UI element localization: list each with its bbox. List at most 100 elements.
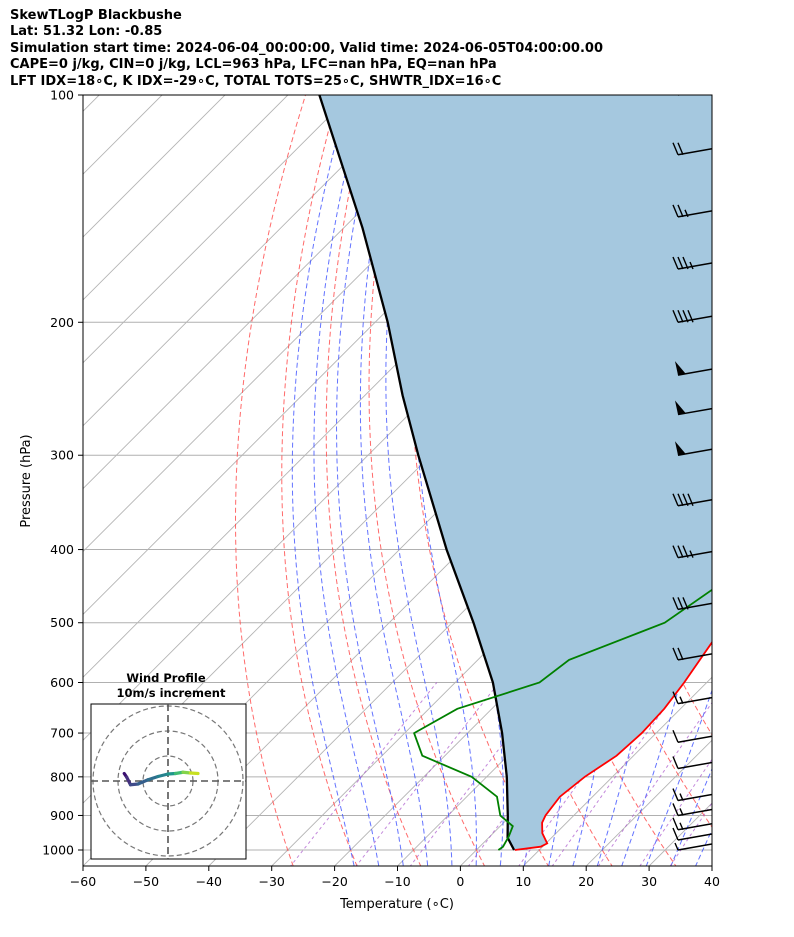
dry-adiabat xyxy=(325,95,422,866)
moist-adiabat xyxy=(738,95,794,881)
wind-barb xyxy=(672,597,712,611)
y-tick-label: 600 xyxy=(50,675,74,690)
barb-flag xyxy=(675,400,686,415)
y-axis-label: Pressure (hPa) xyxy=(19,434,34,527)
barb-half xyxy=(689,550,694,558)
x-tick-label: 20 xyxy=(578,874,594,889)
barb-full xyxy=(682,256,689,270)
moist-adiabat xyxy=(762,95,794,881)
x-tick-label: −10 xyxy=(384,874,410,889)
barb-staff xyxy=(677,822,712,831)
barb-staff xyxy=(677,210,712,218)
time-text: Simulation start time: 2024-06-04_00:00:… xyxy=(10,40,603,56)
barb-half xyxy=(679,808,684,816)
barb-staff xyxy=(677,735,712,744)
wind-barb xyxy=(675,361,712,376)
barb-half xyxy=(674,842,679,851)
wind-barb xyxy=(672,256,712,270)
barb-full xyxy=(672,142,679,156)
barb-full xyxy=(687,493,694,507)
barb-staff xyxy=(677,262,712,270)
mixing-ratio-line xyxy=(639,758,712,866)
barb-full xyxy=(682,493,689,507)
wind-profile-inset: Wind Profile 10m/s increment xyxy=(90,671,247,860)
wind-barb xyxy=(672,142,712,156)
wind-barb xyxy=(675,400,712,416)
isotherm-line xyxy=(83,95,415,427)
barb-flag xyxy=(675,441,686,456)
wind-barb xyxy=(672,827,712,841)
x-tick-label: −40 xyxy=(196,874,222,889)
wind-barb xyxy=(672,788,712,802)
mixing-ratio-line xyxy=(355,682,500,866)
barb-staff xyxy=(677,696,712,705)
isotherm-line xyxy=(83,95,352,364)
barb-full xyxy=(677,545,684,558)
barb-full xyxy=(677,204,684,218)
barb-staff xyxy=(677,499,712,507)
inset-subtitle: 10m/s increment xyxy=(117,686,226,700)
barb-half xyxy=(679,822,684,830)
wind-barbs xyxy=(672,95,712,851)
isotherm-line xyxy=(83,95,289,301)
barb-full xyxy=(682,545,689,558)
mixing-ratio-line xyxy=(409,682,551,866)
wind-barb xyxy=(677,95,683,96)
barb-full xyxy=(677,647,684,661)
barb-full xyxy=(672,256,679,270)
moist-adiabat xyxy=(335,95,404,866)
inset-title: Wind Profile xyxy=(126,671,206,685)
x-tick-label: 10 xyxy=(515,874,531,889)
isotherm-line xyxy=(760,60,794,881)
barb-full xyxy=(677,597,684,610)
wind-barb xyxy=(672,691,712,705)
y-tick-label: 1000 xyxy=(42,843,74,858)
moist-adiabat xyxy=(645,688,712,866)
barb-full xyxy=(672,493,679,507)
barb-full xyxy=(672,310,679,323)
dry-adiabat xyxy=(728,61,794,882)
barb-full xyxy=(682,310,689,323)
wind-barb xyxy=(672,756,712,770)
barb-full xyxy=(672,204,679,218)
parcel-path-line xyxy=(318,95,516,851)
cin-shading xyxy=(319,95,712,850)
moist-adiabat xyxy=(713,95,794,881)
barb-full xyxy=(677,256,684,270)
barb-staff xyxy=(677,653,712,661)
moist-adiabat xyxy=(412,95,477,866)
stability-indices-text: LFT IDX=18∘C, K IDX=-29∘C, TOTAL TOTS=25… xyxy=(10,73,502,89)
x-tick-label: 40 xyxy=(704,874,720,889)
isotherm-line xyxy=(83,95,226,238)
barb-staff xyxy=(677,550,712,559)
wind-barb xyxy=(672,730,712,744)
hodograph-segment xyxy=(136,778,150,786)
y-tick-label: 700 xyxy=(50,726,74,741)
wind-barb xyxy=(672,803,712,817)
barb-staff xyxy=(677,761,712,770)
x-tick-label: −60 xyxy=(70,874,96,889)
barb-full xyxy=(682,95,683,96)
wind-barb xyxy=(672,310,712,324)
y-tick-label: 200 xyxy=(50,315,74,330)
barb-full xyxy=(672,647,679,661)
x-tick-label: −30 xyxy=(259,874,285,889)
dewpoint-line xyxy=(412,588,712,851)
barb-staff xyxy=(677,833,712,841)
moist-adiabat xyxy=(291,95,355,866)
barb-staff xyxy=(677,602,712,611)
y-tick-label: 800 xyxy=(50,769,74,784)
wind-barb xyxy=(674,842,712,851)
hodograph-segment xyxy=(146,774,160,782)
barb-half xyxy=(679,696,684,704)
isotherm-line xyxy=(585,739,712,866)
barb-staff xyxy=(677,808,712,817)
barb-half xyxy=(689,261,694,270)
dry-adiabat xyxy=(235,95,307,866)
profile-lines xyxy=(318,95,712,851)
barb-full xyxy=(672,730,679,743)
x-axis-label: Temperature (∘C) xyxy=(339,897,454,912)
barb-full xyxy=(672,827,679,841)
moist-adiabat xyxy=(313,95,380,866)
